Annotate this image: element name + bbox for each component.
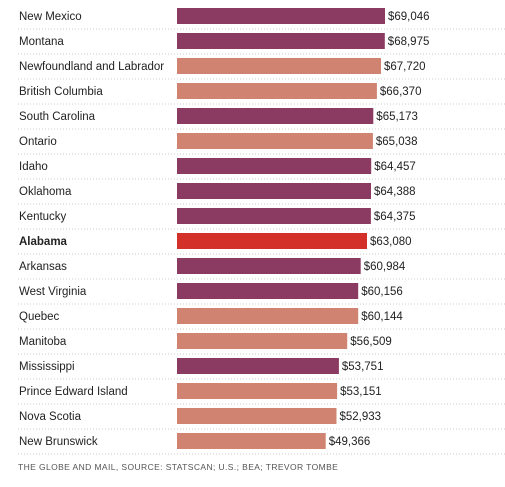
source-note: THE GLOBE AND MAIL, SOURCE: STATSCAN; U.… (18, 462, 339, 472)
category-label: West Virginia (19, 286, 87, 298)
bar (177, 258, 361, 274)
category-label: Alabama (19, 236, 68, 248)
category-label: Mississippi (19, 361, 75, 373)
value-label: $60,144 (361, 311, 403, 323)
bar (177, 108, 374, 124)
value-label: $68,975 (388, 36, 430, 48)
value-label: $49,366 (329, 436, 371, 448)
value-label: $53,151 (340, 386, 382, 398)
bar (177, 83, 377, 99)
value-label: $65,173 (376, 111, 418, 123)
bar (177, 333, 348, 349)
value-label: $52,933 (340, 411, 382, 423)
category-label: South Carolina (19, 111, 96, 123)
category-label: Quebec (19, 311, 60, 323)
value-label: $67,720 (384, 61, 426, 73)
bar (177, 383, 338, 399)
category-label: Oklahoma (19, 186, 72, 198)
bar (177, 283, 359, 299)
value-label: $65,038 (376, 136, 418, 148)
value-label: $60,984 (364, 261, 406, 273)
bar (177, 158, 372, 174)
value-label: $64,457 (374, 161, 416, 173)
bar (177, 233, 367, 249)
bar (177, 183, 371, 199)
value-label: $69,046 (388, 11, 430, 23)
bar (177, 358, 339, 374)
value-label: $56,509 (350, 336, 392, 348)
value-label: $64,375 (374, 211, 416, 223)
category-label: Montana (19, 36, 64, 48)
bar (177, 33, 385, 49)
category-label: Nova Scotia (19, 411, 82, 423)
bar-chart: New Mexico $69,046 Montana $68,975 Newfoundl… (18, 8, 505, 455)
bar (177, 208, 371, 224)
bar (177, 58, 381, 74)
category-label: Arkansas (19, 261, 67, 273)
category-label: New Mexico (19, 11, 82, 23)
bar (177, 8, 385, 24)
category-label: New Brunswick (19, 436, 98, 448)
category-label: Kentucky (19, 211, 67, 223)
bar (177, 308, 359, 324)
category-label: Newfoundland and Labrador (19, 61, 164, 73)
value-label: $63,080 (370, 236, 412, 248)
bar (177, 133, 373, 149)
bar (177, 433, 326, 449)
category-label: Ontario (19, 136, 57, 148)
value-label: $53,751 (342, 361, 384, 373)
value-label: $64,388 (374, 186, 416, 198)
category-label: British Columbia (19, 86, 103, 98)
bar (177, 408, 337, 424)
value-label: $66,370 (380, 86, 422, 98)
category-label: Prince Edward Island (19, 386, 128, 398)
category-label: Idaho (19, 161, 48, 173)
value-label: $60,156 (361, 286, 403, 298)
category-label: Manitoba (19, 336, 67, 348)
